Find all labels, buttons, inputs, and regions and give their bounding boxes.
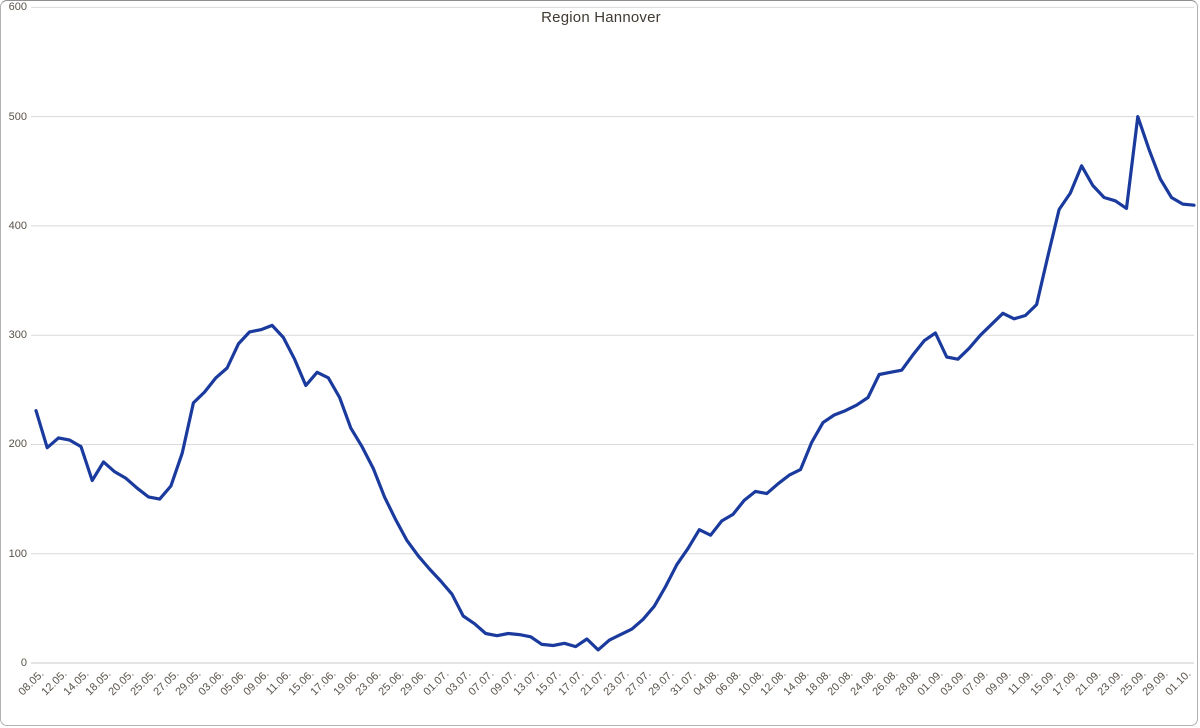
y-axis-tick-label: 400 [8, 219, 27, 232]
y-axis-tick-label: 200 [8, 438, 27, 451]
y-axis-tick-label: 100 [8, 547, 27, 560]
y-axis-tick-label: 0 [20, 657, 27, 669]
y-axis-tick-label: 600 [8, 1, 27, 14]
data-series-line [34, 114, 1196, 652]
chart-title: Region Hannover [541, 9, 661, 26]
y-axis-tick-label: 300 [8, 329, 27, 342]
y-axis-tick-label: 500 [8, 110, 27, 123]
